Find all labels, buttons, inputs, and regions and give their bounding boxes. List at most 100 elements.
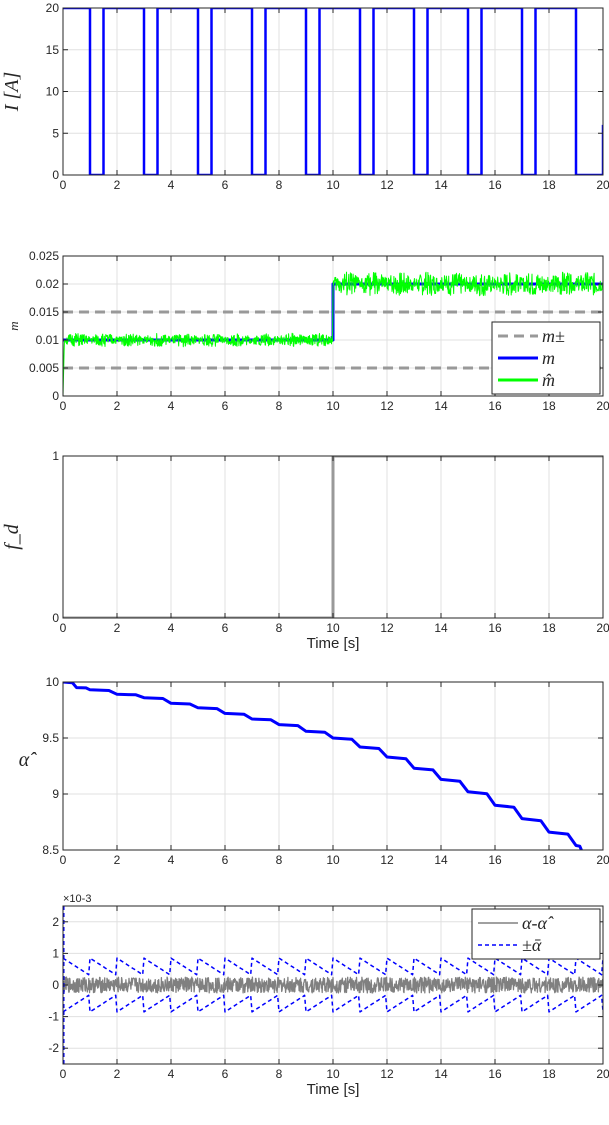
y-tick-label: 20 — [46, 1, 60, 15]
legend-entry: ±ᾱ — [522, 935, 542, 955]
panel-current: 0 2 4 6 8 10 12 14 16 18 20 0 5 10 15 20 I [A] — [1, 1, 609, 192]
x-tick-label: 18 — [542, 1067, 556, 1081]
x-tick-label: 12 — [380, 178, 394, 192]
x-tick-label: 2 — [114, 1067, 121, 1081]
y-tick-label: 0 — [52, 168, 59, 182]
series-group — [63, 8, 603, 175]
series-line-m̂ — [63, 271, 603, 396]
x-tick-label: 10 — [326, 621, 340, 635]
x-tick-label: 6 — [222, 853, 229, 867]
x-tick-label: 2 — [114, 399, 121, 413]
x-tick-label: 16 — [488, 399, 502, 413]
x-tick-label: 10 — [326, 178, 340, 192]
y-axis-label: α̂ — [19, 749, 37, 771]
y-axis-label: m — [6, 321, 21, 330]
x-tick-label: 18 — [542, 178, 556, 192]
x-tick-label: 10 — [326, 399, 340, 413]
y-tick-label: 15 — [46, 43, 60, 57]
y-tick-label: 1 — [52, 449, 59, 463]
x-tick-label: 6 — [222, 1067, 229, 1081]
y-tick-label: 0.005 — [29, 361, 59, 375]
x-axis-label: Time [s] — [307, 635, 360, 652]
panel-mass: 0 2 4 6 8 10 12 14 16 18 20 0 0.005 0.01 0.015 0.02 0.02… — [6, 249, 609, 413]
y-tick-label: 0.01 — [36, 333, 60, 347]
y-tick-label: 9.5 — [42, 731, 59, 745]
x-tick-label: 20 — [596, 853, 609, 867]
y-tick-label: 5 — [52, 126, 59, 140]
x-tick-label: 14 — [434, 178, 448, 192]
x-tick-label: 12 — [380, 1067, 394, 1081]
y-tick-label: 1 — [52, 946, 59, 960]
panel-fault: 0 2 4 6 8 10 12 14 16 18 20 0 1 Time [s] f_d — [1, 449, 609, 652]
x-tick-label: 18 — [542, 399, 556, 413]
x-tick-label: 20 — [596, 178, 609, 192]
series-line-±ᾱ — [63, 957, 603, 976]
y-axis-label: f_d — [1, 523, 23, 550]
x-axis-label: Time [s] — [307, 1081, 360, 1098]
x-tick-label: 0 — [60, 178, 67, 192]
legend: m±mm̂ — [491, 321, 601, 395]
legend-entry: m̂ — [542, 370, 555, 390]
y-scale-exponent: ×10-3 — [63, 893, 91, 905]
x-tick-label: 8 — [276, 1067, 283, 1081]
y-tick-label: 0.025 — [29, 249, 59, 263]
y-tick-label: 2 — [52, 915, 59, 929]
series-line-alpha_hat — [63, 682, 583, 850]
x-tick-label: 10 — [326, 1067, 340, 1081]
x-tick-label: 16 — [488, 178, 502, 192]
legend: α-α̂±ᾱ — [471, 908, 601, 960]
x-tick-label: 4 — [168, 621, 175, 635]
legend-entry: m — [542, 348, 555, 368]
series-line-fault — [63, 456, 603, 618]
x-tick-label: 18 — [542, 621, 556, 635]
y-tick-label: -2 — [48, 1041, 59, 1055]
y-tick-label: -1 — [48, 1010, 59, 1024]
x-tick-label: 2 — [114, 853, 121, 867]
y-axis-label: I [A] — [1, 72, 23, 112]
x-tick-label: 8 — [276, 178, 283, 192]
y-tick-label: 10 — [46, 85, 60, 99]
y-tick-label: 0 — [52, 611, 59, 625]
x-tick-label: 14 — [434, 853, 448, 867]
legend-box — [471, 908, 601, 960]
y-tick-label: 0 — [52, 389, 59, 403]
y-tick-label: 0.015 — [29, 305, 59, 319]
x-tick-label: 0 — [60, 621, 67, 635]
y-tick-label: 0 — [52, 978, 59, 992]
x-tick-label: 0 — [60, 853, 67, 867]
legend-entry: m± — [542, 326, 565, 346]
legend-entry: α-α̂ — [522, 913, 554, 933]
x-tick-label: 12 — [380, 853, 394, 867]
x-tick-label: 6 — [222, 178, 229, 192]
y-tick-label: 0.02 — [36, 277, 60, 291]
x-tick-label: 18 — [542, 853, 556, 867]
series-line-α-α̂ — [63, 976, 603, 994]
x-tick-label: 20 — [596, 1067, 609, 1081]
x-tick-label: 12 — [380, 621, 394, 635]
y-tick-label: 8.5 — [42, 843, 59, 857]
x-tick-label: 14 — [434, 399, 448, 413]
x-tick-label: 4 — [168, 178, 175, 192]
x-tick-label: 14 — [434, 621, 448, 635]
x-tick-label: 0 — [60, 1067, 67, 1081]
x-tick-label: 16 — [488, 621, 502, 635]
x-tick-label: 8 — [276, 621, 283, 635]
x-tick-label: 8 — [276, 399, 283, 413]
y-tick-label: 10 — [46, 675, 60, 689]
panel-alpha_hat: 0 2 4 6 8 10 12 14 16 18 20 8.5 9 9.5 10 α̂ — [19, 675, 609, 867]
x-tick-label: 14 — [434, 1067, 448, 1081]
x-tick-label: 20 — [596, 621, 609, 635]
x-tick-label: 0 — [60, 399, 67, 413]
x-tick-label: 20 — [596, 399, 609, 413]
x-tick-label: 16 — [488, 853, 502, 867]
x-tick-label: 4 — [168, 399, 175, 413]
x-tick-label: 8 — [276, 853, 283, 867]
x-tick-label: 2 — [114, 621, 121, 635]
series-group — [63, 682, 583, 850]
series-group — [63, 456, 603, 618]
x-tick-label: 12 — [380, 399, 394, 413]
x-tick-label: 2 — [114, 178, 121, 192]
x-tick-label: 6 — [222, 399, 229, 413]
